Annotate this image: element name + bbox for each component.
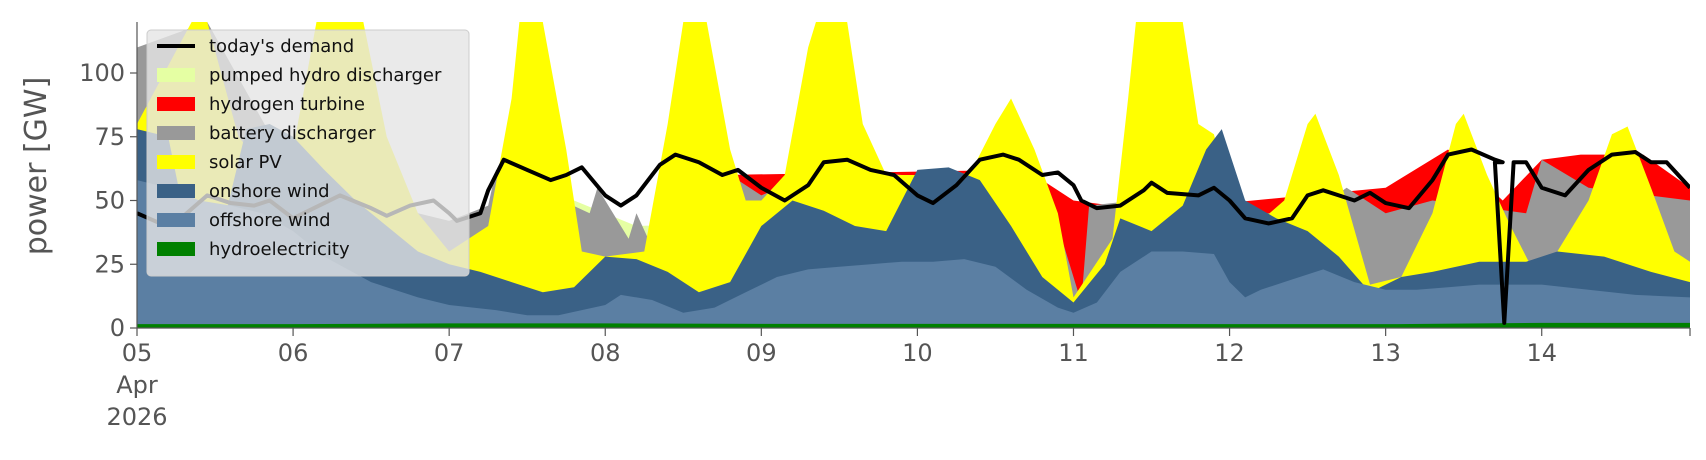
x-tick-label: 07 <box>434 339 465 367</box>
legend-label-today-s-demand: today's demand <box>209 36 354 57</box>
legend-swatch-offshore-wind <box>157 213 195 227</box>
legend-label-battery-discharger: battery discharger <box>209 123 376 144</box>
x-tick-label: 10 <box>902 339 933 367</box>
legend-swatch-solar-pv <box>157 155 195 169</box>
y-tick-label: 25 <box>94 250 125 278</box>
x-tick-label: 05 <box>122 339 153 367</box>
stacked-areas <box>137 22 1690 328</box>
y-tick-label: 0 <box>110 314 125 342</box>
legend-swatch-onshore-wind <box>157 184 195 198</box>
legend-label-pumped-hydro-discharger: pumped hydro discharger <box>209 65 442 86</box>
area-hydroelectricity <box>137 322 1690 328</box>
legend-label-onshore-wind: onshore wind <box>209 181 330 202</box>
y-tick-label: 50 <box>94 187 125 215</box>
axes: 0 25 50 75 100 05 Apr 2026 06 07 08 09 10 11 12 13 14 <box>79 22 1691 431</box>
legend-label-hydrogen-turbine: hydrogen turbine <box>209 94 365 115</box>
x-tick-label: 11 <box>1058 339 1089 367</box>
x-tick-label: 13 <box>1370 339 1401 367</box>
legend-swatch-pumped-hydro-discharger <box>157 68 195 82</box>
legend-label-solar-pv: solar PV <box>209 152 282 173</box>
x-tick-label: 08 <box>590 339 621 367</box>
x-tick-label: Apr <box>116 371 158 399</box>
x-tick-label: 14 <box>1526 339 1557 367</box>
legend-box <box>146 29 470 277</box>
legend-swatch-hydroelectricity <box>157 242 195 256</box>
x-tick-label: 12 <box>1214 339 1245 367</box>
legend: today's demand pumped hydro discharger hyd… <box>146 29 470 277</box>
y-tick-label: 75 <box>94 123 125 151</box>
legend-label-hydroelectricity: hydroelectricity <box>209 239 350 260</box>
y-tick-label: 100 <box>79 59 125 87</box>
area-offshore-wind <box>137 180 1690 328</box>
y-axis-label: power [GW] <box>19 77 54 256</box>
x-tick-label: 2026 <box>106 403 167 431</box>
legend-swatch-battery-discharger <box>157 126 195 140</box>
legend-swatch-hydrogen-turbine <box>157 97 195 111</box>
x-tick-label: 06 <box>278 339 309 367</box>
legend-label-offshore-wind: offshore wind <box>209 210 331 231</box>
x-tick-label: 09 <box>746 339 777 367</box>
